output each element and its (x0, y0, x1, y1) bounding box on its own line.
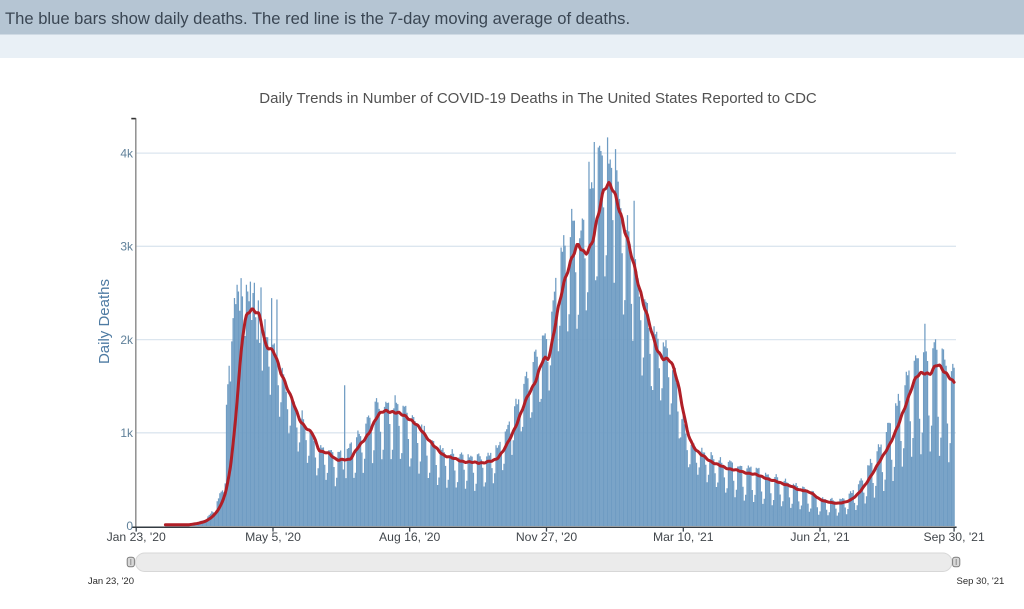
svg-text:Sep 30, '21: Sep 30, '21 (923, 530, 985, 544)
svg-text:Aug 16, '20: Aug 16, '20 (379, 530, 441, 544)
svg-text:4k: 4k (120, 146, 134, 160)
svg-text:2k: 2k (120, 333, 134, 347)
svg-text:The blue bars show daily death: The blue bars show daily deaths. The red… (5, 9, 630, 28)
svg-text:Nov 27, '20: Nov 27, '20 (516, 530, 577, 544)
svg-text:Daily Trends in Number of COVI: Daily Trends in Number of COVID-19 Death… (259, 90, 817, 107)
svg-text:Jan 23, '20: Jan 23, '20 (88, 576, 134, 587)
svg-text:Daily Deaths: Daily Deaths (96, 279, 113, 364)
svg-text:Mar 10, '21: Mar 10, '21 (653, 530, 714, 544)
svg-text:May 5, '20: May 5, '20 (245, 530, 301, 544)
svg-text:0: 0 (126, 519, 133, 533)
svg-text:3k: 3k (120, 240, 134, 254)
svg-text:Jan 23, '20: Jan 23, '20 (107, 530, 166, 544)
svg-text:Jun 21, '21: Jun 21, '21 (790, 530, 849, 544)
svg-text:1k: 1k (120, 426, 134, 440)
svg-text:Sep 30, '21: Sep 30, '21 (957, 576, 1005, 587)
